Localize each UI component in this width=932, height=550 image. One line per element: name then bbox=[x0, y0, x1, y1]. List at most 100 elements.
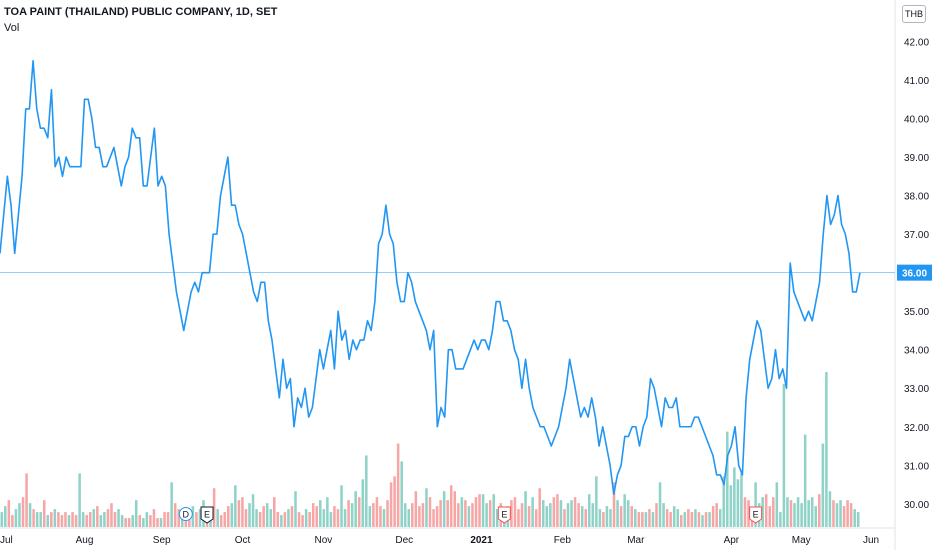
volume-bar bbox=[612, 482, 616, 527]
currency-badge[interactable]: THB bbox=[902, 5, 926, 23]
volume-bar bbox=[821, 443, 825, 527]
volume-bar bbox=[173, 503, 177, 527]
volume-bar bbox=[287, 509, 290, 527]
volume-bar bbox=[541, 500, 545, 527]
volume-bar bbox=[357, 497, 361, 527]
volume-bar bbox=[510, 500, 513, 527]
chart-title: TOA PAINT (THAILAND) PUBLIC COMPANY, 1D,… bbox=[4, 6, 278, 18]
volume-bar bbox=[113, 512, 117, 527]
volume-bar bbox=[11, 515, 14, 527]
volume-bar bbox=[386, 500, 389, 527]
volume-bar bbox=[32, 509, 35, 527]
volume-bar bbox=[796, 497, 800, 527]
volume-bar bbox=[793, 503, 796, 527]
volume-bar bbox=[782, 383, 786, 527]
volume-bar bbox=[619, 506, 623, 527]
volume-bar bbox=[701, 515, 704, 527]
volume-bar bbox=[849, 503, 853, 527]
volume-bar bbox=[573, 497, 577, 527]
volume-bar bbox=[584, 509, 587, 527]
volume-bar bbox=[53, 509, 57, 527]
volume-bar bbox=[35, 512, 39, 527]
volume-bar bbox=[336, 509, 340, 527]
volume-bar bbox=[152, 509, 156, 527]
volume-bar bbox=[85, 515, 88, 527]
volume-bar bbox=[425, 488, 428, 527]
volume-bar bbox=[690, 512, 694, 527]
volume-bar bbox=[315, 506, 319, 527]
volume-bar bbox=[269, 509, 273, 527]
volume-bar bbox=[570, 500, 573, 527]
volume-bar bbox=[531, 497, 534, 527]
volume-bar bbox=[81, 512, 85, 527]
volume-bar bbox=[216, 509, 219, 527]
volume-bar bbox=[722, 476, 726, 527]
volume-bar bbox=[67, 515, 71, 527]
volume-bar bbox=[103, 512, 106, 527]
volume-bar bbox=[726, 431, 729, 527]
volume-bar bbox=[559, 500, 563, 527]
volume-bar bbox=[57, 512, 60, 527]
volume-bar bbox=[435, 506, 439, 527]
volume-bar bbox=[14, 509, 18, 527]
x-tick-label: Jul bbox=[0, 535, 13, 546]
volume-bar bbox=[255, 509, 258, 527]
volume-bar bbox=[729, 485, 733, 527]
x-tick-label: May bbox=[792, 535, 811, 546]
volume-bar bbox=[800, 503, 803, 527]
volume-bar bbox=[273, 497, 276, 527]
volume-bar bbox=[39, 512, 42, 527]
volume-bar bbox=[333, 506, 336, 527]
volume-bar bbox=[407, 509, 411, 527]
volume-bar bbox=[131, 515, 134, 527]
volume-bar bbox=[708, 512, 711, 527]
volume-bar bbox=[71, 512, 74, 527]
volume-bar bbox=[403, 503, 407, 527]
volume-bar bbox=[803, 434, 807, 527]
volume-bar bbox=[347, 500, 350, 527]
volume-bar bbox=[294, 491, 297, 527]
volume-bar bbox=[513, 497, 517, 527]
volume-bar bbox=[301, 515, 304, 527]
volume-bar bbox=[442, 491, 446, 527]
volume-bar bbox=[276, 512, 280, 527]
volume-bar bbox=[241, 497, 244, 527]
volume-bar bbox=[64, 512, 67, 527]
earnings-marker bbox=[749, 506, 763, 524]
volume-bar bbox=[595, 476, 598, 527]
x-tick-label: Oct bbox=[235, 535, 251, 546]
volume-bar bbox=[60, 515, 64, 527]
volume-bar bbox=[842, 506, 846, 527]
volume-bar bbox=[365, 455, 368, 527]
volume-bar bbox=[474, 497, 478, 527]
volume-bar bbox=[393, 476, 396, 527]
volume-bar bbox=[580, 506, 584, 527]
marker-label: D bbox=[183, 510, 190, 520]
volume-bar bbox=[372, 503, 375, 527]
volume-bar bbox=[733, 467, 736, 527]
volume-bar bbox=[138, 515, 142, 527]
volume-bar bbox=[566, 503, 570, 527]
volume-bar bbox=[538, 488, 541, 527]
volume-bar bbox=[453, 491, 457, 527]
volume-bar bbox=[191, 506, 195, 527]
volume-bar bbox=[495, 509, 499, 527]
volume-bar bbox=[428, 497, 432, 527]
marker-label: E bbox=[204, 510, 210, 520]
volume-bar bbox=[630, 506, 633, 527]
volume-bar bbox=[810, 497, 814, 527]
volume-bar bbox=[825, 372, 828, 527]
volume-bar bbox=[156, 518, 159, 527]
volume-bar bbox=[623, 494, 626, 527]
volume-bar bbox=[651, 512, 655, 527]
volume-bar bbox=[704, 512, 708, 527]
volume-bar bbox=[711, 506, 715, 527]
y-tick-label: 39.00 bbox=[904, 153, 929, 164]
volume-bar bbox=[680, 515, 683, 527]
volume-bar bbox=[587, 494, 591, 527]
volume-bar bbox=[163, 512, 166, 527]
volume-bar bbox=[382, 509, 386, 527]
volume-bar bbox=[170, 482, 173, 527]
volume-bar bbox=[609, 509, 612, 527]
